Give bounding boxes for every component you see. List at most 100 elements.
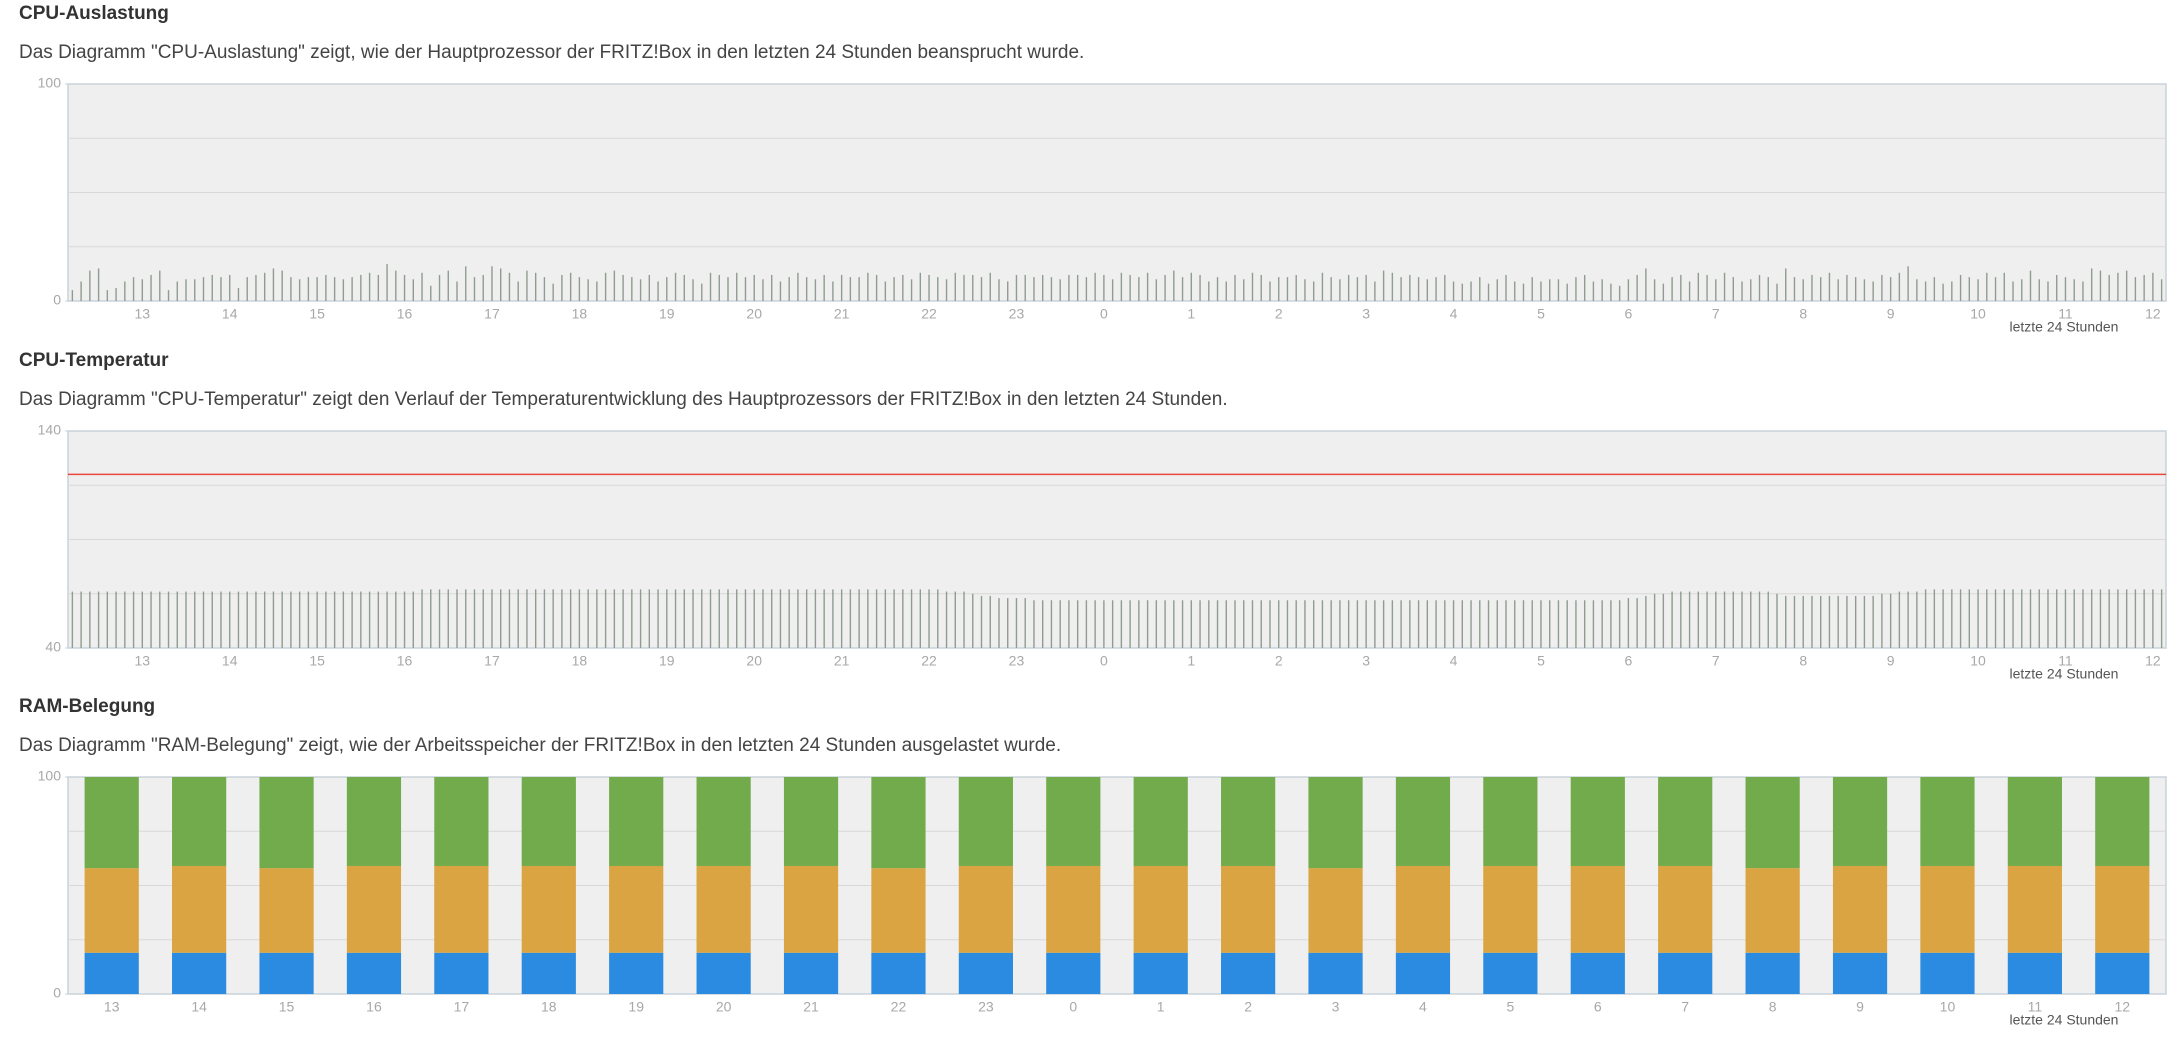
bar	[832, 589, 834, 648]
bar	[229, 591, 231, 648]
bar	[71, 290, 74, 301]
bar	[840, 274, 843, 301]
bar	[2090, 589, 2093, 648]
bar-segment	[1832, 952, 1888, 994]
bar	[1251, 600, 1254, 648]
bar	[2117, 589, 2119, 648]
bar	[473, 277, 476, 301]
bar	[1977, 589, 1979, 648]
bar-segment	[1133, 952, 1188, 994]
bar	[1916, 591, 1918, 648]
bar	[561, 274, 563, 301]
bar	[2073, 589, 2075, 648]
bar	[727, 589, 729, 648]
bar	[2160, 589, 2163, 648]
bar	[333, 277, 336, 301]
bar	[788, 277, 790, 301]
bar	[1033, 277, 1035, 301]
bar	[910, 279, 913, 301]
bar	[1741, 591, 1743, 648]
bar	[1959, 274, 1962, 301]
x-tick-label: 22	[891, 999, 907, 1015]
bar	[1688, 591, 1691, 648]
bar	[1321, 600, 1324, 648]
x-tick-label: 16	[366, 999, 382, 1015]
bar	[910, 589, 913, 648]
bar	[1243, 600, 1245, 648]
bar	[2160, 279, 2163, 301]
bar	[1103, 274, 1105, 301]
bar	[1173, 600, 1175, 648]
x-tick-label: 9	[1887, 306, 1895, 322]
bar	[1951, 281, 1953, 301]
bar	[307, 277, 310, 301]
bar	[1916, 279, 1918, 301]
bar	[421, 589, 423, 648]
bar	[2003, 589, 2005, 648]
bar	[97, 268, 100, 301]
x-tick-label: 11	[2058, 306, 2073, 322]
bar-segment	[346, 865, 402, 953]
bar-segment	[1221, 952, 1276, 994]
bar	[2099, 589, 2102, 648]
bar	[1645, 595, 1647, 648]
x-axis-label: letzte 24 Stunden	[2010, 1012, 2119, 1028]
bar	[832, 281, 834, 301]
bar	[1636, 274, 1638, 301]
bar	[2012, 589, 2014, 648]
bar	[875, 589, 878, 648]
bar	[2134, 589, 2137, 648]
bar	[1828, 595, 1831, 648]
bar	[849, 589, 852, 648]
bar	[604, 272, 607, 301]
bar	[561, 589, 563, 648]
bar	[159, 270, 161, 301]
x-tick-label: 14	[222, 653, 238, 669]
section-description: Das Diagramm "CPU-Auslastung" zeigt, wie…	[19, 42, 1084, 63]
x-tick-label: 13	[135, 306, 151, 322]
bar	[2038, 589, 2040, 648]
bar	[744, 589, 747, 648]
bar-segment	[1308, 777, 1363, 869]
bar	[1750, 591, 1752, 648]
bar	[692, 279, 694, 301]
bar	[1496, 279, 1498, 301]
bar	[368, 272, 371, 301]
bar-segment	[2007, 777, 2062, 866]
bar	[1994, 589, 1997, 648]
x-tick-label: 0	[1100, 653, 1108, 669]
bar	[194, 279, 196, 301]
bar	[1881, 593, 1883, 648]
bar	[430, 285, 432, 301]
bar	[1426, 279, 1429, 301]
bar	[1487, 600, 1490, 648]
bar	[1050, 600, 1053, 648]
bar	[648, 589, 651, 648]
bar	[1321, 272, 1324, 301]
bar	[482, 589, 484, 648]
bar	[963, 274, 965, 301]
bar	[858, 277, 860, 301]
bar-segment	[609, 865, 664, 953]
bar	[2108, 589, 2110, 648]
bar	[1312, 281, 1315, 301]
bar	[1007, 598, 1009, 648]
bar	[1881, 274, 1883, 301]
bar	[386, 264, 388, 301]
bar	[1994, 277, 1997, 301]
y-tick-label: 100	[38, 75, 62, 91]
bar	[1050, 277, 1053, 301]
bar	[526, 270, 528, 301]
bar	[840, 589, 843, 648]
bar	[1522, 283, 1525, 301]
bar	[1138, 277, 1140, 301]
bar	[1347, 274, 1350, 301]
bar	[543, 277, 546, 301]
bar	[517, 589, 519, 648]
x-tick-label: 23	[978, 999, 994, 1015]
bar	[141, 591, 144, 648]
bar	[736, 272, 738, 301]
bar-segment	[259, 952, 314, 994]
bar	[89, 270, 91, 301]
bar	[2038, 279, 2040, 301]
